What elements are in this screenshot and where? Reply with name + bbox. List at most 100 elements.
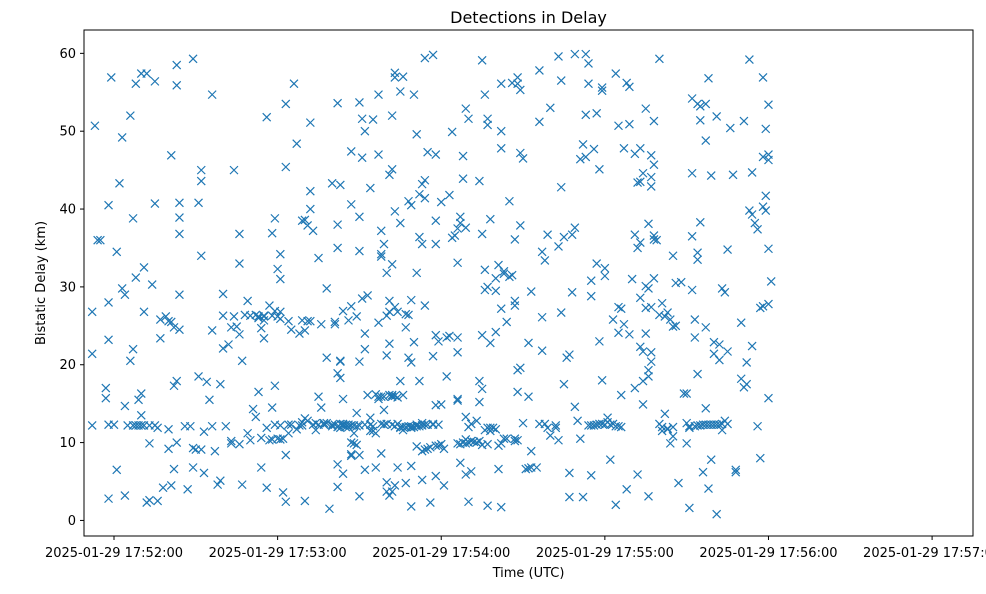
data-point <box>319 420 329 430</box>
data-point <box>515 220 525 230</box>
data-point <box>731 465 741 475</box>
y-tick-label: 50 <box>59 125 76 140</box>
data-point <box>259 315 269 325</box>
data-point <box>237 356 247 366</box>
data-point <box>477 229 487 239</box>
data-point <box>649 231 659 240</box>
data-point <box>701 403 711 413</box>
data-point <box>483 114 493 124</box>
data-point <box>382 311 392 321</box>
data-point <box>406 295 416 305</box>
data-point <box>551 423 561 433</box>
data-point <box>461 223 471 233</box>
data-point <box>704 484 713 493</box>
data-point <box>376 249 386 259</box>
data-point <box>292 139 302 149</box>
data-point <box>723 347 732 356</box>
data-point <box>281 162 291 172</box>
data-point <box>275 274 285 284</box>
data-point <box>597 86 607 96</box>
data-point <box>554 435 563 445</box>
data-point <box>286 325 296 335</box>
data-point <box>635 342 645 352</box>
data-point <box>131 273 141 282</box>
data-point <box>649 234 659 244</box>
data-point <box>387 259 397 269</box>
data-point <box>720 287 730 297</box>
data-point <box>414 376 424 386</box>
data-point <box>338 469 348 479</box>
data-point <box>95 235 105 245</box>
data-point <box>532 463 542 472</box>
data-point <box>483 439 493 449</box>
data-point <box>485 214 495 224</box>
data-point <box>300 496 310 506</box>
data-point <box>335 180 345 190</box>
data-point <box>567 287 577 297</box>
data-point <box>404 196 413 206</box>
data-point <box>646 172 656 182</box>
data-point <box>243 428 253 438</box>
data-point <box>453 396 463 405</box>
data-point <box>764 244 773 254</box>
data-point <box>649 116 659 126</box>
data-point <box>319 418 329 428</box>
data-point <box>543 230 553 240</box>
data-point <box>349 428 359 438</box>
data-point <box>120 401 130 411</box>
data-point <box>314 392 323 402</box>
data-point <box>657 426 667 436</box>
data-point <box>614 421 623 431</box>
data-point <box>652 235 662 245</box>
data-point <box>368 115 378 124</box>
data-point <box>592 259 602 268</box>
data-point <box>758 202 768 212</box>
data-point <box>401 322 411 332</box>
data-point <box>387 111 397 121</box>
data-point <box>333 220 343 230</box>
data-point <box>404 353 413 363</box>
data-point <box>477 55 487 65</box>
data-point <box>275 249 285 259</box>
data-point <box>305 316 315 326</box>
data-point <box>275 307 285 317</box>
data-point <box>524 463 533 473</box>
data-point <box>513 435 523 445</box>
data-point <box>382 477 392 487</box>
data-point <box>594 164 604 174</box>
data-point <box>360 126 370 136</box>
data-point <box>564 468 574 478</box>
data-point <box>559 379 569 389</box>
data-point <box>346 199 356 209</box>
data-point <box>537 346 547 356</box>
data-point <box>166 317 176 327</box>
data-point <box>303 316 313 326</box>
data-point <box>314 253 323 263</box>
data-point <box>406 357 416 367</box>
data-point <box>406 461 416 471</box>
data-point <box>540 256 550 265</box>
data-point <box>736 318 746 328</box>
data-point <box>619 143 629 153</box>
data-point <box>363 390 373 400</box>
data-point <box>355 246 364 256</box>
data-point <box>676 277 686 287</box>
data-point <box>578 492 588 502</box>
data-point <box>474 436 484 446</box>
data-point <box>139 307 149 317</box>
data-point <box>423 444 433 454</box>
data-point <box>605 455 615 465</box>
data-point <box>646 150 656 160</box>
data-point <box>619 319 629 329</box>
data-point <box>207 90 217 100</box>
data-point <box>104 298 113 307</box>
data-point <box>638 347 648 356</box>
data-point <box>322 418 332 428</box>
data-point <box>414 232 424 242</box>
data-point <box>764 393 773 403</box>
y-axis-label: Bistatic Delay (km) <box>34 221 49 345</box>
data-point <box>491 327 501 337</box>
data-point <box>327 178 337 188</box>
data-point <box>155 315 165 325</box>
